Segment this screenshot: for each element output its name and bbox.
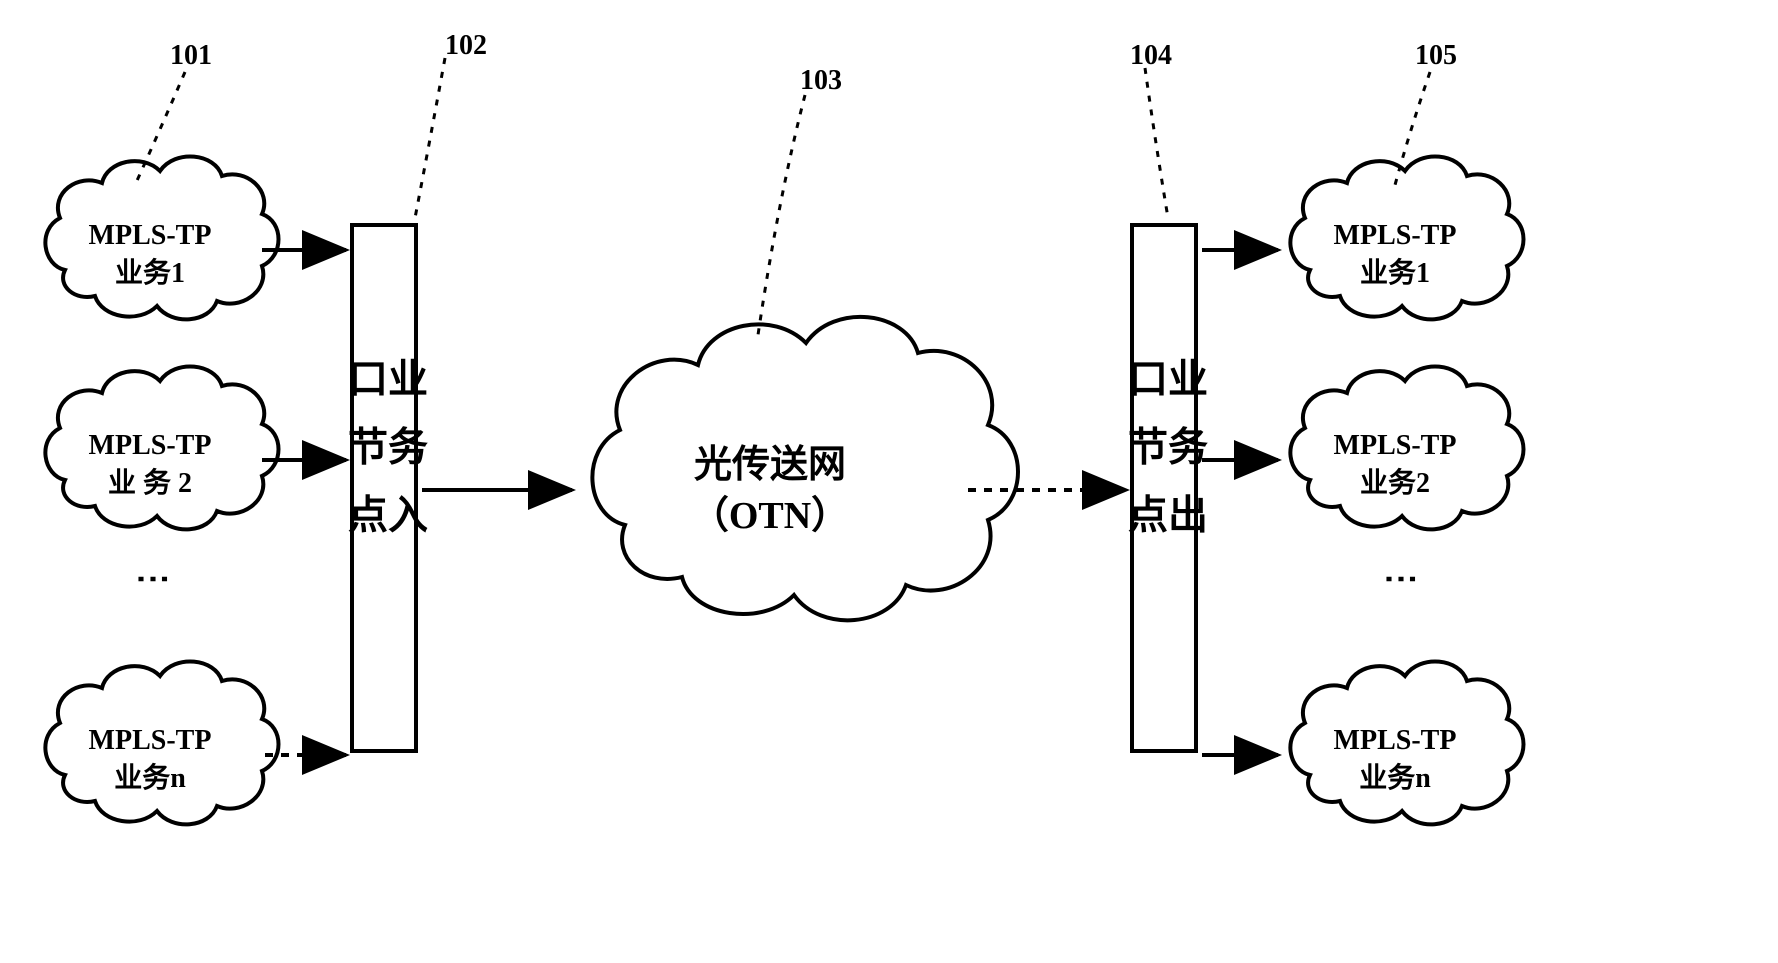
right-cloud-n: MPLS-TP 业务n bbox=[1280, 680, 1510, 830]
ellipsis-right: ⋮ bbox=[1380, 562, 1420, 592]
egress-node-label: 业务出口节点 bbox=[1124, 358, 1204, 619]
ref-label-101: 101 bbox=[170, 40, 212, 72]
egress-node: 业务出口节点 bbox=[1130, 223, 1198, 753]
cloud-text: （OTN） bbox=[691, 495, 849, 537]
cloud-text: MPLS-TP bbox=[1334, 220, 1457, 251]
left-cloud-2: MPLS-TP 业 务 2 bbox=[35, 385, 265, 535]
ingress-node: 业务入口节点 bbox=[350, 223, 418, 753]
ref-label-105: 105 bbox=[1415, 40, 1457, 72]
cloud-text: 业务1 bbox=[115, 258, 185, 289]
cloud-text: 业务1 bbox=[1360, 258, 1430, 289]
cloud-text: 光传送网 bbox=[694, 444, 846, 486]
ref-label-103: 103 bbox=[800, 65, 842, 97]
ref-label-102: 102 bbox=[445, 30, 487, 62]
diagram-canvas: 101 102 103 104 105 MPLS-TP 业务1 MPLS-TP … bbox=[0, 0, 1778, 963]
otn-cloud: 光传送网 （OTN） bbox=[580, 335, 960, 635]
cloud-text: 业务2 bbox=[1360, 468, 1430, 499]
cloud-text: MPLS-TP bbox=[1334, 725, 1457, 756]
cloud-text: MPLS-TP bbox=[89, 725, 212, 756]
ingress-node-label: 业务入口节点 bbox=[344, 358, 424, 619]
cloud-text: MPLS-TP bbox=[89, 220, 212, 251]
cloud-text: 业务n bbox=[1359, 763, 1431, 794]
right-cloud-1: MPLS-TP 业务1 bbox=[1280, 175, 1510, 325]
cloud-text: 业务n bbox=[114, 763, 186, 794]
ref-label-104: 104 bbox=[1130, 40, 1172, 72]
cloud-text: MPLS-TP bbox=[1334, 430, 1457, 461]
cloud-text: MPLS-TP bbox=[89, 430, 212, 461]
cloud-text: 业 务 2 bbox=[108, 468, 192, 499]
left-cloud-1: MPLS-TP 业务1 bbox=[35, 175, 265, 325]
left-cloud-n: MPLS-TP 业务n bbox=[35, 680, 265, 830]
right-cloud-2: MPLS-TP 业务2 bbox=[1280, 385, 1510, 535]
ellipsis-left: ⋮ bbox=[132, 562, 172, 592]
